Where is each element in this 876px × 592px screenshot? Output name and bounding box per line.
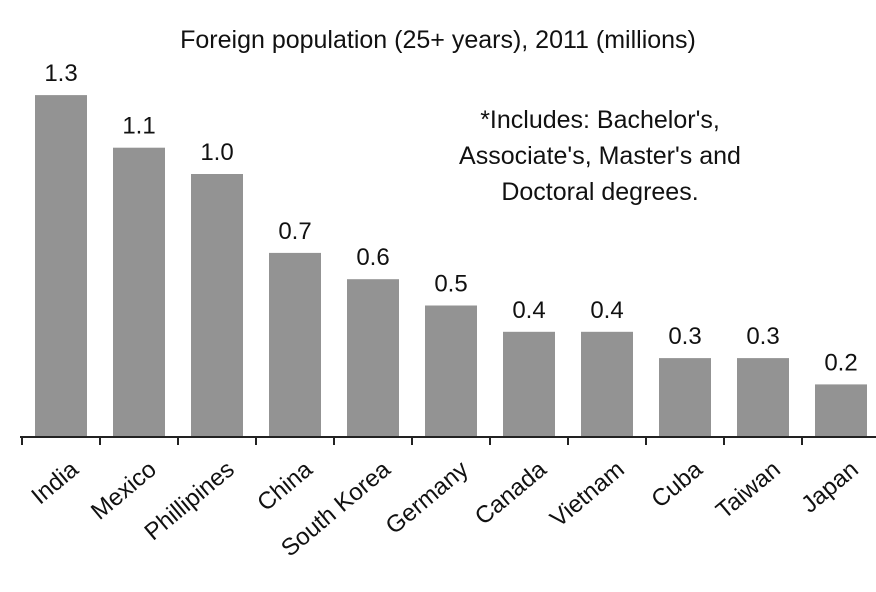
category-label: Canada [470, 455, 552, 530]
value-label: 1.3 [44, 60, 77, 87]
degree-footnote: *Includes: Bachelor's, Associate's, Mast… [418, 102, 782, 210]
bar-germany [425, 305, 477, 437]
category-label: Cuba [646, 455, 708, 513]
value-label: 0.4 [590, 297, 623, 324]
value-label: 0.3 [746, 323, 779, 350]
value-label: 1.1 [122, 113, 155, 140]
category-label: Germany [381, 456, 474, 540]
category-label: China [252, 455, 318, 516]
bar-india [35, 95, 87, 437]
category-label: Japan [796, 456, 863, 519]
value-label: 0.7 [278, 218, 311, 245]
category-label: Taiwan [711, 456, 786, 525]
value-label: 0.2 [824, 349, 857, 376]
footnote-line-3: Doctoral degrees. [501, 178, 699, 206]
footnote-line-1: *Includes: Bachelor's, [480, 106, 720, 134]
value-label: 0.5 [434, 271, 467, 298]
bar-cuba [659, 358, 711, 437]
bar-canada [503, 331, 555, 437]
category-label: Vietnam [545, 456, 629, 533]
value-label: 0.6 [356, 244, 389, 271]
bar-mexico [113, 147, 165, 437]
category-label: India [26, 455, 84, 510]
bar-south-korea [347, 279, 399, 437]
footnote-line-2: Associate's, Master's and [459, 142, 741, 170]
bar-vietnam [581, 331, 633, 437]
bar-taiwan [737, 358, 789, 437]
chart-title: Foreign population (25+ years), 2011 (mi… [180, 26, 696, 54]
value-label: 0.4 [512, 297, 545, 324]
value-label: 1.0 [200, 139, 233, 166]
bar-china [269, 252, 321, 437]
bar-phillipines [191, 174, 243, 437]
bar-japan [815, 384, 867, 437]
value-label: 0.3 [668, 323, 701, 350]
